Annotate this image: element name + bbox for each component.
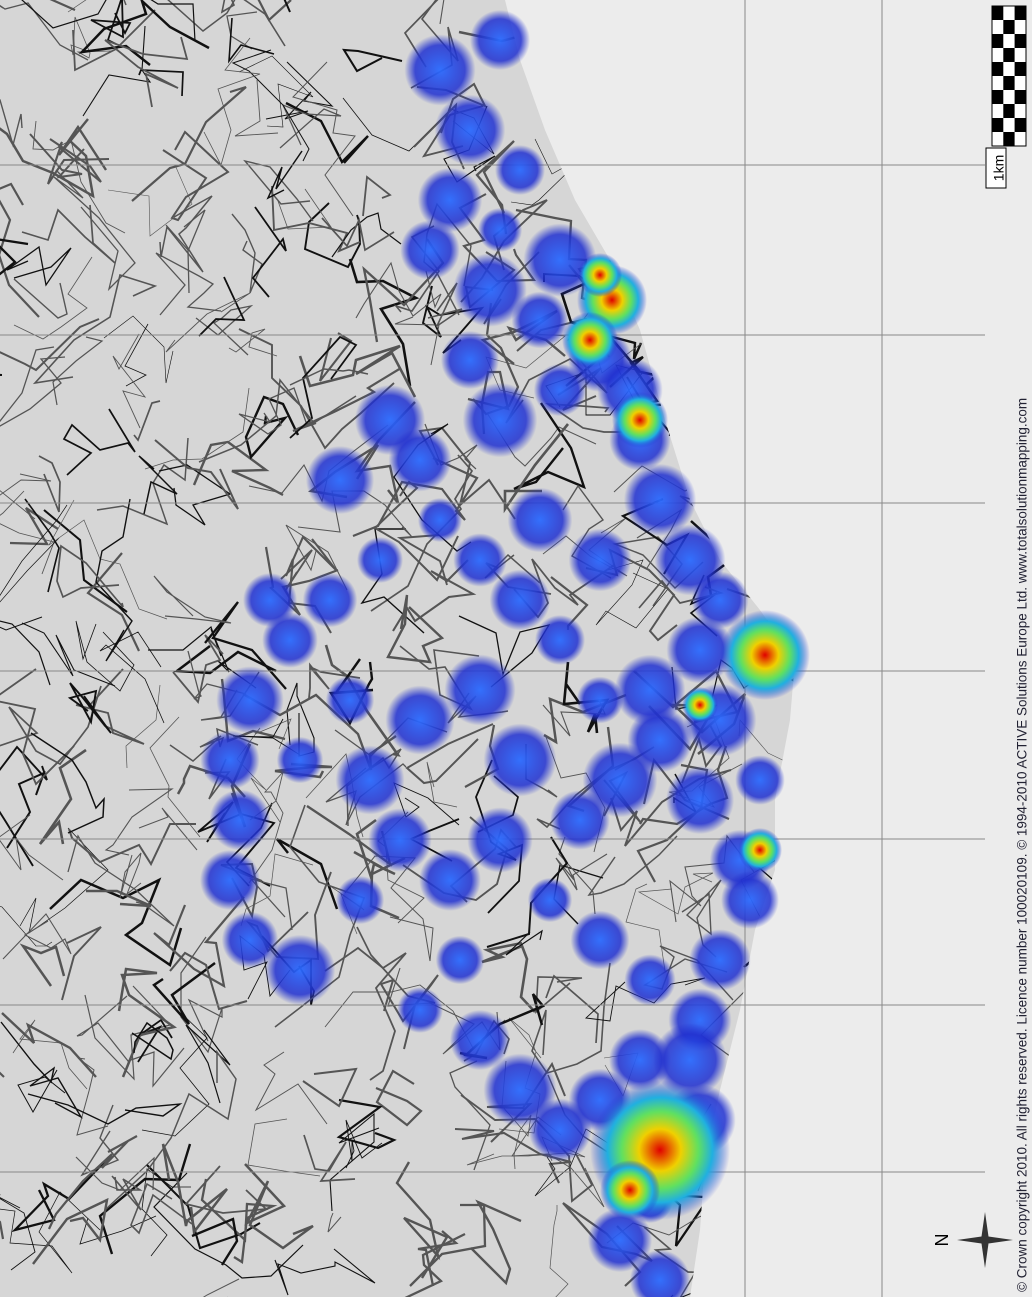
heat-blob (441, 331, 499, 389)
heat-blob (535, 615, 585, 665)
heat-hotspot (682, 687, 718, 723)
heat-blob (200, 730, 259, 789)
heat-blob (336, 876, 384, 924)
scale-check (1003, 104, 1014, 118)
heat-blob (418, 498, 462, 542)
heat-blob (571, 911, 630, 970)
heat-hotspot (738, 828, 782, 872)
heat-blob (216, 666, 284, 734)
heat-blob (389, 429, 452, 492)
copyright: © Crown copyright 2010. All rights reser… (1015, 398, 1030, 1292)
heat-blob (265, 935, 336, 1006)
heat-blob (467, 807, 532, 872)
heat-blob (326, 676, 374, 724)
heat-blob (200, 850, 260, 910)
scale-check (1003, 76, 1014, 90)
heat-blob (368, 808, 431, 871)
scale-label: 1km (991, 155, 1007, 181)
scale-check (1015, 90, 1026, 104)
heat-blob (512, 292, 569, 349)
heat-blob (435, 95, 506, 166)
scale-check (992, 62, 1003, 76)
heat-blob (303, 573, 358, 628)
scale-check (1015, 6, 1026, 20)
heat-hotspot (600, 1160, 660, 1220)
heat-blob (463, 383, 538, 458)
heat-blob (385, 685, 454, 754)
scale-check (1003, 132, 1014, 146)
scale-check (1015, 62, 1026, 76)
heat-blob (528, 878, 572, 922)
scale-check (1003, 48, 1014, 62)
heat-blob (210, 790, 271, 851)
heat-blob (243, 573, 297, 627)
heat-hotspot (720, 610, 810, 700)
heat-hotspot (562, 312, 618, 368)
heat-blob (306, 446, 374, 514)
scale-check (1003, 20, 1014, 34)
scale-check (992, 34, 1003, 48)
heat-blob (277, 737, 324, 784)
heat-blob (569, 529, 632, 592)
heat-blob (735, 755, 785, 805)
heat-blob (450, 1010, 510, 1070)
heat-blob (721, 871, 779, 929)
scale-check (992, 6, 1003, 20)
heat-blob (404, 34, 475, 105)
heat-blob (689, 929, 751, 991)
scale-check (992, 118, 1003, 132)
heat-blob (453, 533, 507, 587)
heat-blob (627, 707, 692, 772)
heat-hotspot (612, 392, 668, 448)
page: 1km N © Crown copyright 2010. All rights… (0, 0, 1032, 1297)
heat-blob (624, 954, 675, 1005)
heat-blob (478, 208, 522, 252)
heat-blob (436, 936, 485, 985)
heat-hotspot (578, 253, 622, 297)
heat-blob (336, 746, 405, 815)
north-label: N (932, 1234, 952, 1247)
heat-blob (400, 220, 460, 280)
heat-blob (484, 724, 557, 797)
heat-blob (357, 537, 403, 583)
heat-blob (397, 987, 443, 1033)
heat-blob (495, 145, 545, 195)
scale-check (992, 90, 1003, 104)
scale-check (1015, 34, 1026, 48)
heat-blob (577, 677, 624, 724)
heat-blob (470, 10, 530, 70)
heat-blob (444, 654, 515, 725)
scale-check (1015, 118, 1026, 132)
heat-blob (666, 766, 734, 834)
heat-blob (508, 488, 573, 553)
heat-blob (419, 849, 481, 911)
heatmap-map: 1km N © Crown copyright 2010. All rights… (0, 0, 1032, 1297)
